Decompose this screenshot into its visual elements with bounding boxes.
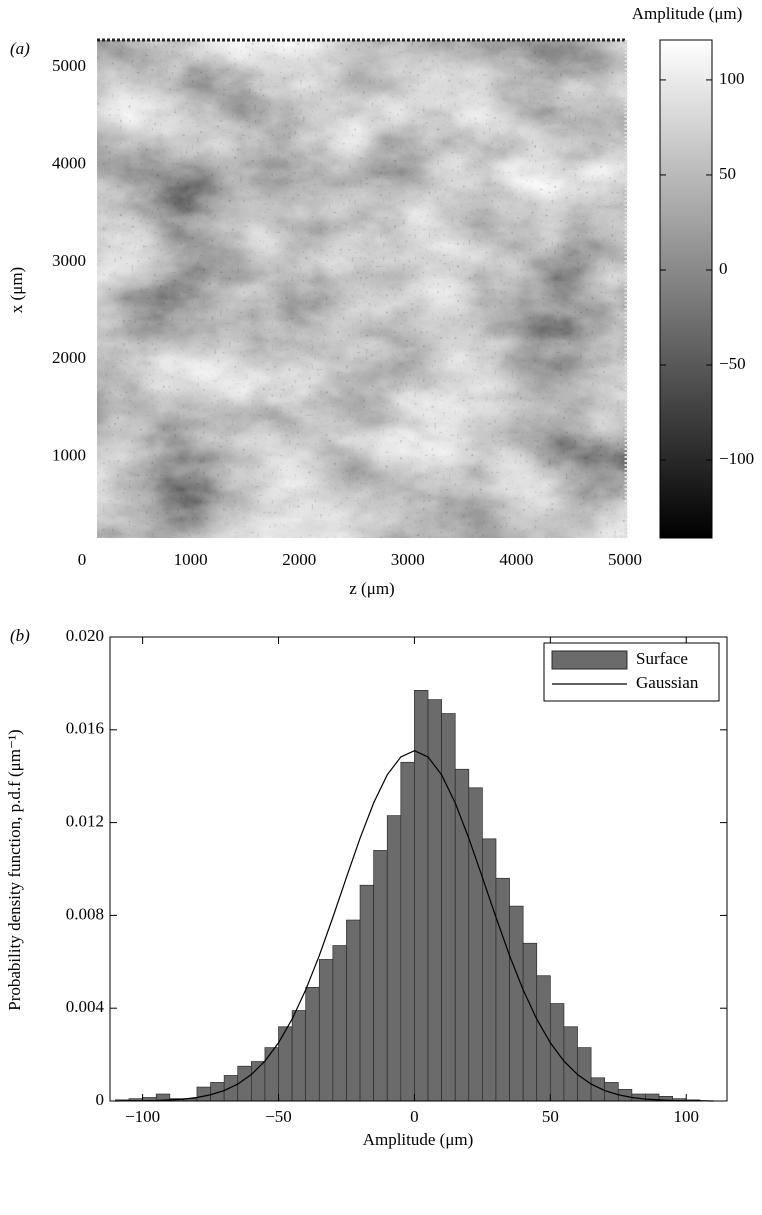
x-tick-label: 1000 (174, 550, 208, 569)
y-tick-label: 3000 (52, 251, 86, 270)
plot-frame (109, 636, 728, 1102)
bar (495, 877, 510, 1102)
bar (522, 942, 538, 1102)
bar (468, 787, 483, 1102)
bar (264, 1047, 279, 1102)
bar (305, 986, 320, 1102)
bar (400, 761, 415, 1102)
y-tick-label: 0.004 (66, 997, 105, 1016)
x-axis-label: z (μm) (349, 579, 394, 598)
x-tick-label: 2000 (282, 550, 316, 569)
bar (509, 905, 524, 1102)
legend-swatch (551, 650, 628, 670)
x-tick-label: 3000 (391, 550, 425, 569)
x-tick-label: −100 (125, 1107, 160, 1126)
colorbar-tick-label: 50 (719, 164, 736, 183)
bar (223, 1075, 239, 1102)
bar (373, 850, 388, 1102)
bar (441, 713, 456, 1102)
x-axis-label: Amplitude (μm) (363, 1130, 474, 1149)
bar (318, 959, 334, 1102)
bar (196, 1086, 211, 1102)
x-tick-label: 4000 (499, 550, 533, 569)
y-tick-label: 2000 (52, 348, 86, 367)
panel-label: (a) (10, 39, 30, 58)
legend-box (543, 642, 720, 702)
y-tick-label: 4000 (52, 154, 86, 173)
y-tick-label: 0.020 (66, 626, 104, 645)
x-tick-label: 50 (542, 1107, 559, 1126)
y-tick-label: 0.008 (66, 904, 104, 923)
y-axis-label: x (μm) (7, 267, 26, 313)
bar (482, 838, 497, 1102)
colorbar-label: Amplitude (μm) (632, 4, 743, 23)
bar (359, 884, 375, 1102)
bar (386, 815, 402, 1102)
colorbar-tick-label: −50 (719, 354, 746, 373)
legend-label: Gaussian (636, 673, 699, 692)
y-tick-label: 0.012 (66, 812, 104, 831)
x-tick-label: 100 (673, 1107, 699, 1126)
legend-label: Surface (636, 649, 688, 668)
colorbar-tick-label: 0 (719, 259, 728, 278)
y-tick-label: 5000 (52, 56, 86, 75)
y-tick-label: 0.016 (66, 719, 104, 738)
y-axis-label: Probability density function, p.d.f (μm⁻… (5, 729, 24, 1010)
panel-label: (b) (10, 626, 30, 645)
colorbar-tick-label: 100 (719, 69, 745, 88)
x-tick-label: −50 (265, 1107, 292, 1126)
bar (237, 1065, 252, 1102)
colorbar (659, 39, 713, 539)
gaussian-line (115, 750, 714, 1102)
colorbar-tick-label: −100 (719, 449, 754, 468)
bar (291, 1010, 307, 1102)
bar (577, 1047, 592, 1102)
bar (278, 1026, 293, 1102)
y-tick-label: 1000 (52, 446, 86, 465)
x-tick-label: 5000 (608, 550, 642, 569)
x-tick-label: 0 (410, 1107, 419, 1126)
bar (346, 919, 361, 1102)
bar (332, 945, 347, 1102)
x-tick-label: 0 (78, 550, 87, 569)
surface-speckle (97, 40, 627, 538)
y-tick-label: 0 (96, 1090, 105, 1109)
